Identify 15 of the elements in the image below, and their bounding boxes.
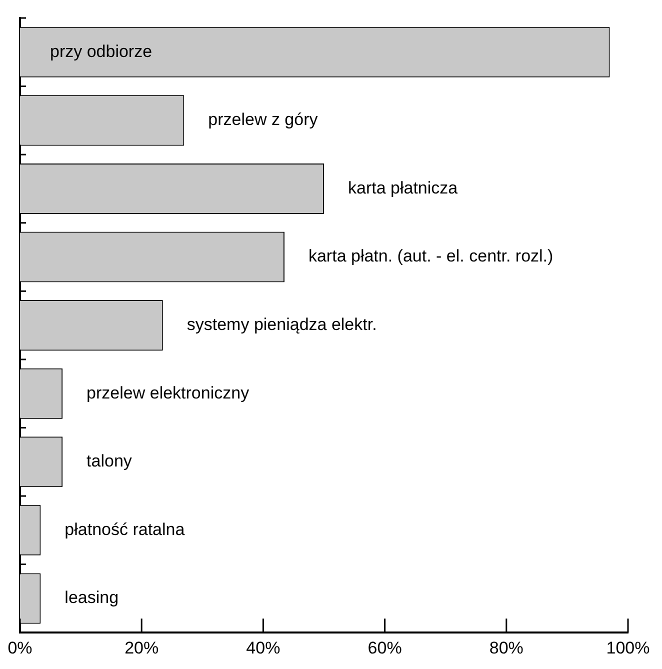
x-tick-label: 20% bbox=[124, 638, 159, 658]
y-tick-label: przelew elektroniczny bbox=[86, 383, 250, 402]
y-tick-label: leasing bbox=[64, 588, 119, 608]
x-tick-label: 80% bbox=[489, 638, 524, 658]
y-tick-label: karta płatnicza bbox=[348, 178, 458, 198]
x-tick-label: 0% bbox=[8, 638, 32, 658]
x-tick-label: 60% bbox=[368, 638, 402, 658]
y-tick-label: przy odbiorze bbox=[50, 42, 152, 61]
y-tick-label: płatność ratalna bbox=[64, 520, 186, 539]
y-tick-label: systemy pieniądza elektr. bbox=[186, 314, 377, 334]
x-tick-label: 40% bbox=[246, 638, 280, 658]
y-tick-label: przelew z góry bbox=[208, 110, 318, 130]
y-tick-label: karta płatn. (aut. - el. centr. rozl.) bbox=[308, 246, 554, 266]
x-tick-label: 100% bbox=[606, 638, 650, 658]
y-tick-label: talony bbox=[86, 452, 132, 471]
